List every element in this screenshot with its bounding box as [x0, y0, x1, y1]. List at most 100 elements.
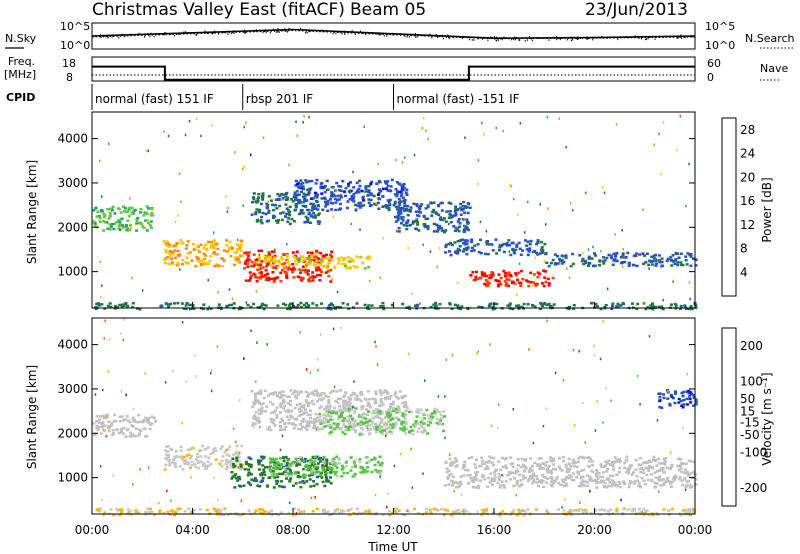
echo-cell [177, 263, 181, 266]
echo-cell [111, 433, 115, 436]
echo-cell [415, 218, 419, 221]
echo-cell [337, 427, 340, 430]
echo-cell [323, 484, 327, 488]
echo-cell [564, 478, 567, 481]
echo-cell [396, 190, 399, 193]
echo-cell [192, 509, 196, 512]
echo-cell [443, 513, 446, 517]
echo-cell [389, 413, 393, 416]
noise-cell [335, 189, 337, 193]
echo-cell [330, 458, 334, 461]
noise-cell [310, 496, 313, 500]
echo-cell [688, 395, 692, 398]
echo-cell [621, 261, 625, 264]
echo-cell [560, 469, 564, 472]
echo-cell [653, 481, 657, 484]
echo-cell [289, 469, 293, 472]
noise-cell [602, 421, 604, 424]
echo-cell [401, 216, 405, 219]
echo-cell [355, 302, 359, 305]
echo-cell [260, 221, 264, 225]
echo-cell [397, 211, 400, 214]
echo-cell [205, 262, 209, 266]
echo-cell [552, 463, 556, 466]
echo-cell [341, 179, 345, 183]
echo-cell [318, 398, 322, 401]
echo-cell [326, 468, 330, 472]
echo-cell [662, 393, 666, 396]
echo-cell [315, 475, 319, 479]
echo-cell [316, 466, 320, 469]
echo-cell [316, 462, 320, 465]
noise-cell [107, 370, 110, 373]
noise-sample [284, 28, 286, 30]
echo-cell [674, 474, 678, 478]
echo-cell [291, 513, 295, 517]
date-label: 23/Jun/2013 [585, 0, 688, 20]
noise-sample [196, 34, 198, 36]
echo-cell [330, 191, 334, 194]
echo-cell [630, 473, 634, 476]
noise-sample [459, 36, 461, 38]
echo-cell [316, 213, 320, 217]
echo-cell [647, 466, 651, 469]
echo-cell [406, 204, 409, 208]
echo-cell [542, 485, 546, 489]
echo-cell [535, 242, 539, 246]
echo-cell [383, 396, 387, 400]
echo-cell [287, 395, 291, 398]
noise-cell [523, 231, 526, 234]
echo-cell [164, 449, 168, 452]
echo-cell [306, 269, 310, 272]
echo-cell [387, 510, 391, 513]
echo-cell [514, 472, 518, 475]
echo-cell [678, 307, 682, 310]
echo-cell [253, 511, 257, 515]
echo-cell [352, 186, 356, 189]
echo-cell [508, 472, 512, 476]
noise-sample [681, 37, 682, 39]
echo-cell [364, 190, 368, 193]
echo-cell [122, 304, 126, 307]
echo-cell [342, 402, 346, 405]
echo-cell [320, 476, 324, 479]
echo-cell [542, 284, 546, 288]
echo-cell [546, 477, 550, 480]
echo-cell [294, 424, 298, 427]
noise-cell [243, 165, 245, 168]
echo-cell [643, 461, 647, 464]
noise-cell [185, 380, 187, 383]
echo-cell [404, 420, 408, 424]
echo-cell [261, 192, 265, 195]
echo-cell [539, 457, 543, 460]
echo-cell [362, 422, 365, 425]
echo-cell [625, 471, 629, 474]
noise-sample [537, 37, 539, 39]
noise-sample [265, 30, 267, 32]
echo-cell [327, 401, 331, 405]
echo-cell [311, 510, 315, 513]
echo-cell [677, 397, 681, 401]
echo-cell [404, 191, 408, 194]
noise-sample [487, 37, 489, 39]
noise-sample [319, 30, 321, 33]
echo-cell [158, 510, 162, 514]
noise-sample [580, 37, 581, 39]
noise-cell [295, 120, 297, 123]
noise-sample [129, 33, 131, 36]
echo-cell [293, 507, 297, 510]
echo-cell [329, 253, 332, 256]
echo-cell [108, 211, 112, 215]
echo-cell [471, 270, 475, 274]
echo-cell [108, 223, 112, 226]
echo-cell [190, 454, 194, 458]
noise-sample [601, 35, 603, 38]
echo-cell [261, 402, 265, 405]
echo-cell [118, 508, 122, 511]
echo-cell [681, 394, 685, 398]
echo-cell [314, 472, 318, 476]
echo-cell [452, 225, 456, 228]
echo-cell [670, 465, 674, 468]
noise-panel-frame [91, 22, 696, 50]
echo-cell [102, 513, 105, 516]
